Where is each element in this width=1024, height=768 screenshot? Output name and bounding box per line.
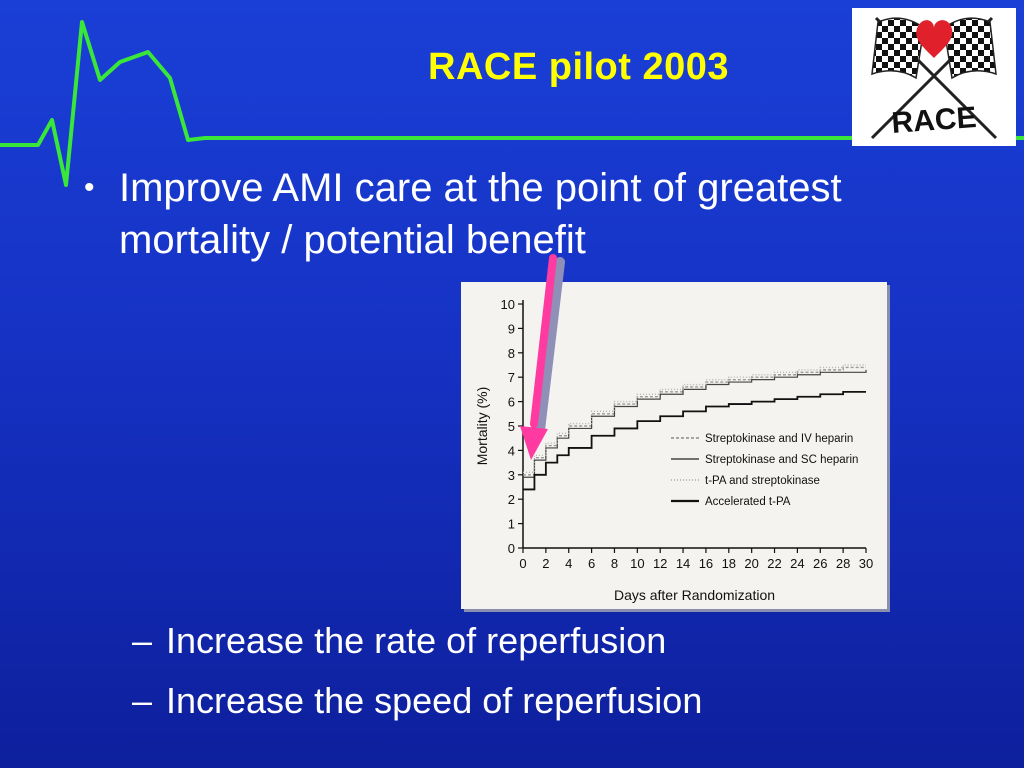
y-tick-label: 7 [508, 370, 515, 385]
main-bullet: • Improve AMI care at the point of great… [84, 162, 944, 266]
y-axis-label: Mortality (%) [474, 387, 490, 466]
bullet-dot: • [84, 171, 95, 204]
y-tick-label: 1 [508, 517, 515, 532]
legend-entry: Streptokinase and IV heparin [705, 433, 853, 445]
sub-bullet-dash: – [132, 680, 153, 721]
y-tick-label: 2 [508, 492, 515, 507]
y-tick-label: 8 [508, 346, 515, 361]
svg-text:RACE: RACE [890, 101, 977, 140]
x-tick-label: 12 [653, 556, 667, 571]
series-line [523, 364, 866, 474]
x-tick-label: 2 [542, 556, 549, 571]
x-axis-label: Days after Randomization [614, 587, 775, 603]
x-tick-label: 6 [588, 556, 595, 571]
race-flag-icon: RACE [870, 16, 998, 140]
y-tick-label: 6 [508, 395, 515, 410]
y-tick-label: 5 [508, 419, 515, 434]
main-bullet-text: Improve AMI care at the point of greates… [119, 166, 842, 262]
legend-entry: t-PA and streptokinase [705, 475, 820, 487]
x-tick-label: 4 [565, 556, 572, 571]
series-line [523, 390, 866, 491]
legend-entry: Streptokinase and SC heparin [705, 454, 858, 466]
x-tick-label: 22 [767, 556, 781, 571]
x-tick-label: 14 [676, 556, 690, 571]
y-tick-label: 9 [508, 321, 515, 336]
sub-bullet-2: – Increase the speed of reperfusion [132, 680, 702, 722]
sub-bullet-text: Increase the speed of reperfusion [166, 680, 703, 721]
ekg-trace [0, 20, 1024, 187]
x-tick-label: 26 [813, 556, 827, 571]
x-tick-label: 16 [699, 556, 713, 571]
x-tick-label: 8 [611, 556, 618, 571]
x-tick-label: 10 [630, 556, 644, 571]
sub-bullet-1: – Increase the rate of reperfusion [132, 620, 666, 662]
x-tick-label: 24 [790, 556, 804, 571]
slide-title: RACE pilot 2003 [428, 46, 730, 88]
x-tick-label: 20 [744, 556, 758, 571]
x-tick-label: 28 [836, 556, 850, 571]
mortality-chart: 0 1 2 3 4 5 6 7 8 9 10 0 2 4 6 8 10 12 14 16 18 20 22 24 26 28 30 D… [461, 282, 887, 609]
sub-bullet-text: Increase the rate of reperfusion [166, 620, 667, 661]
ekg-line-decoration [0, 20, 1024, 187]
sub-bullet-dash: – [132, 620, 153, 661]
arrow-head [520, 426, 548, 460]
y-tick-label: 4 [508, 443, 515, 458]
y-tick-label: 3 [508, 468, 515, 483]
y-tick-label: 0 [508, 541, 515, 556]
y-tick-label: 10 [501, 297, 515, 312]
series-line [523, 366, 866, 476]
race-logo: RACE [852, 8, 1016, 146]
x-tick-label: 0 [519, 556, 526, 571]
x-tick-label: 18 [722, 556, 736, 571]
x-tick-label: 30 [859, 556, 873, 571]
legend-entry: Accelerated t-PA [705, 496, 791, 508]
heart-icon [916, 20, 953, 59]
